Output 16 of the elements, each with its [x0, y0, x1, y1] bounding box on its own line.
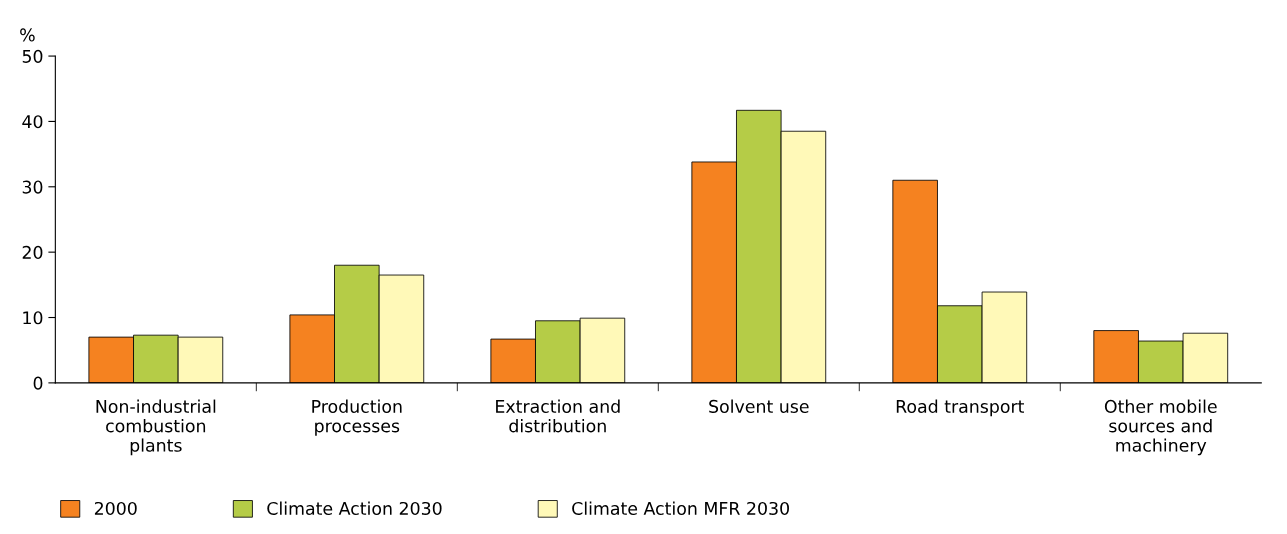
y-tick-label: 30: [22, 180, 43, 194]
y-tick-label: 10: [23, 311, 43, 325]
legend-label: Climate Action 2030: [267, 501, 442, 516]
legend-label: Climate Action MFR 2030: [572, 501, 789, 516]
x-tick-label: Road transport: [896, 399, 1025, 417]
y-tick-label: 50: [22, 49, 43, 63]
y-axis-title: %: [20, 28, 35, 42]
legend-label: 2000: [94, 501, 137, 516]
y-tick-label: 0: [33, 376, 43, 390]
x-tick-label: Production processes: [312, 399, 402, 436]
y-tick-label: 40: [22, 115, 43, 129]
x-tick-label: Non-industrial combustion plants: [96, 399, 216, 456]
y-tick-label: 20: [22, 245, 43, 259]
x-tick-label: Extraction and distribution: [496, 399, 620, 433]
x-tick-label: Other mobile sources and machinery: [1104, 399, 1217, 456]
x-tick-label: Solvent use: [709, 399, 809, 413]
